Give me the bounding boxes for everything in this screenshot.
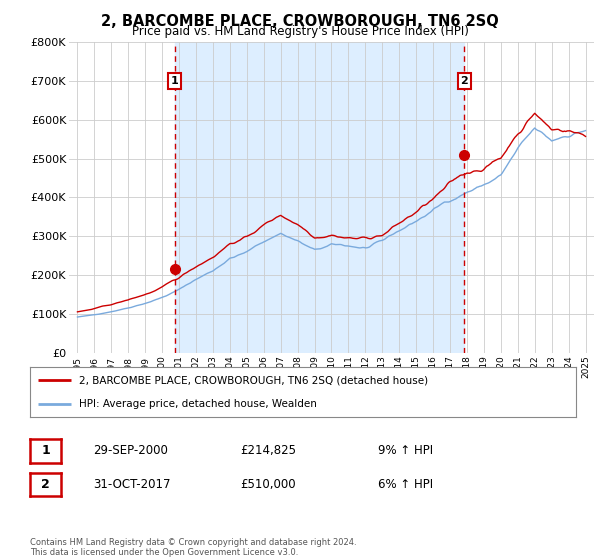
Text: 31-OCT-2017: 31-OCT-2017 [93, 478, 170, 491]
Text: £214,825: £214,825 [240, 444, 296, 458]
Text: 9% ↑ HPI: 9% ↑ HPI [378, 444, 433, 458]
Text: 29-SEP-2000: 29-SEP-2000 [93, 444, 168, 458]
Text: 2, BARCOMBE PLACE, CROWBOROUGH, TN6 2SQ: 2, BARCOMBE PLACE, CROWBOROUGH, TN6 2SQ [101, 14, 499, 29]
Text: 2: 2 [460, 76, 468, 86]
Text: 2, BARCOMBE PLACE, CROWBOROUGH, TN6 2SQ (detached house): 2, BARCOMBE PLACE, CROWBOROUGH, TN6 2SQ … [79, 375, 428, 385]
Text: HPI: Average price, detached house, Wealden: HPI: Average price, detached house, Weal… [79, 399, 317, 409]
Text: Price paid vs. HM Land Registry's House Price Index (HPI): Price paid vs. HM Land Registry's House … [131, 25, 469, 38]
Text: 1: 1 [41, 444, 50, 458]
Text: 1: 1 [171, 76, 179, 86]
Bar [175, 42, 464, 353]
Text: 2: 2 [41, 478, 50, 491]
Text: £510,000: £510,000 [240, 478, 296, 491]
Text: 6% ↑ HPI: 6% ↑ HPI [378, 478, 433, 491]
Text: Contains HM Land Registry data © Crown copyright and database right 2024.
This d: Contains HM Land Registry data © Crown c… [30, 538, 356, 557]
